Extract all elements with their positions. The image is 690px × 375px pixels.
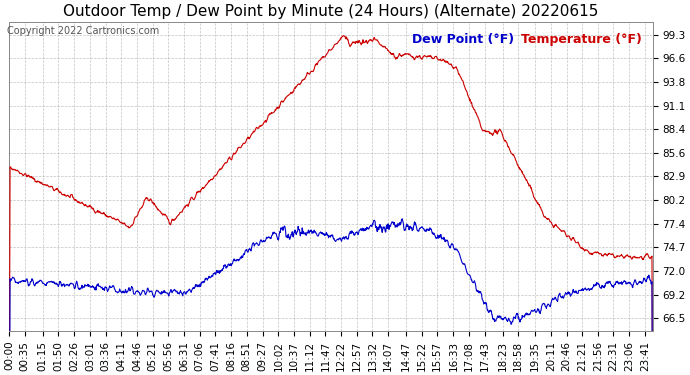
Title: Outdoor Temp / Dew Point by Minute (24 Hours) (Alternate) 20220615: Outdoor Temp / Dew Point by Minute (24 H… [63,4,599,19]
Text: Copyright 2022 Cartronics.com: Copyright 2022 Cartronics.com [7,26,159,36]
Legend: Dew Point (°F), Temperature (°F): Dew Point (°F), Temperature (°F) [407,28,647,51]
